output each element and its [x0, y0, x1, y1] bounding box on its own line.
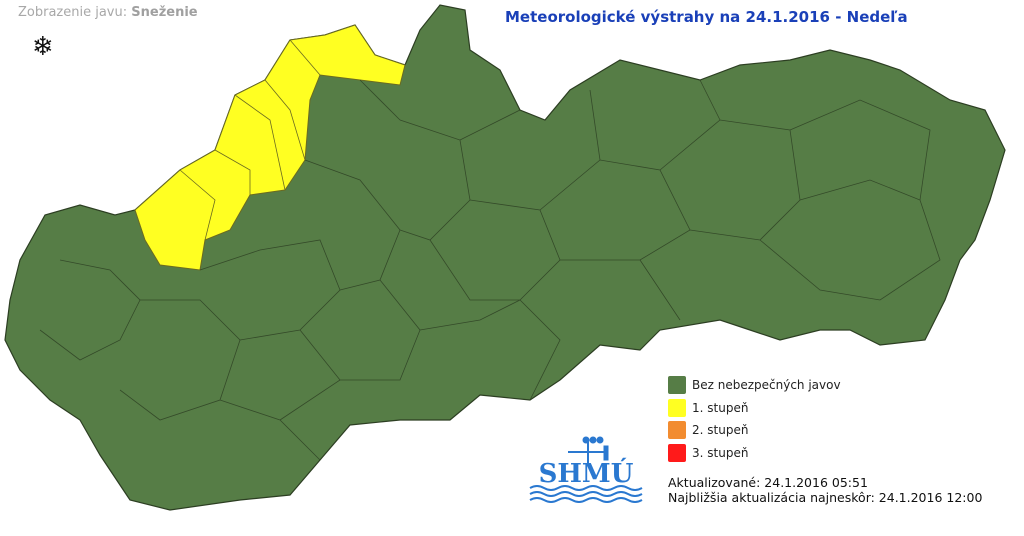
- update-info: Aktualizované: 24.1.2016 05:51 Najbližši…: [668, 475, 998, 505]
- legend-swatch: [668, 398, 686, 417]
- district-borders-yellow: [179, 39, 321, 241]
- legend-swatch: [668, 376, 686, 395]
- shmu-logo[interactable]: SHMÚ: [528, 436, 646, 506]
- legend-item-level-1: 1. stupeň: [668, 397, 841, 420]
- phenomenon-value[interactable]: Sneženie: [131, 5, 198, 20]
- legend-item-none: Bez nebezpečných javov: [668, 374, 841, 397]
- phenomenon-label: Zobrazenie javu:: [18, 5, 128, 20]
- phenomenon-indicator: Zobrazenie javu: Sneženie: [18, 5, 198, 20]
- page-title: Meteorologické výstrahy na 24.1.2016 - N…: [505, 8, 908, 26]
- legend-swatch: [668, 443, 686, 462]
- snowflake-icon: ❄: [32, 32, 54, 62]
- legend-label: 2. stupeň: [692, 423, 749, 438]
- svg-text:SHMÚ: SHMÚ: [539, 457, 634, 489]
- legend-label: 3. stupeň: [692, 445, 749, 460]
- legend-label: Bez nebezpečných javov: [692, 378, 841, 393]
- district-borders: [39, 79, 941, 461]
- legend-label: 1. stupeň: [692, 400, 749, 415]
- legend-item-level-3: 3. stupeň: [668, 442, 841, 465]
- legend-item-level-2: 2. stupeň: [668, 419, 841, 442]
- legend-swatch: [668, 421, 686, 440]
- next-update: Najbližšia aktualizácia najneskôr: 24.1.…: [668, 490, 983, 505]
- last-updated: Aktualizované: 24.1.2016 05:51: [668, 475, 868, 490]
- legend: Bez nebezpečných javov 1. stupeň 2. stup…: [668, 374, 841, 464]
